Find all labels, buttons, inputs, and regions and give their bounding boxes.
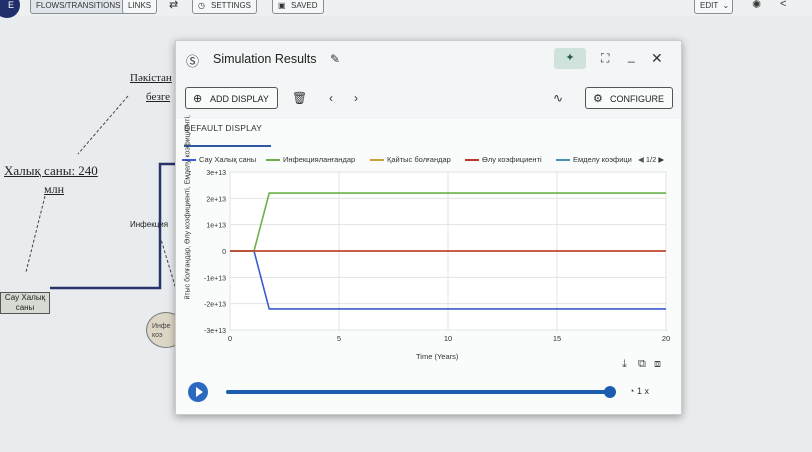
x-tick-label: 10 [444,334,452,343]
legend-page-number: 1/2 [645,155,657,164]
speedometer-icon: ◔ [629,386,635,396]
legend-label: Өлу коэфициенті [482,155,542,164]
x-tick-label: 0 [228,334,232,343]
y-tick-label: 3e+13 [206,170,226,177]
y-tick-label: -3e+13 [204,328,226,335]
crop-icon[interactable]: ⧉ [638,358,646,370]
configure-button[interactable]: ⚙ CONFIGURE [585,87,673,109]
legend-label: Инфекцияланғандар [283,155,356,164]
palette-icon[interactable]: ✺ [752,0,762,11]
legend-swatch [465,159,479,162]
play-button[interactable] [188,382,208,402]
window-toolbar: ⊕ ADD DISPLAY 🗑 ‹ › ∿ ⚙ CONFIGURE [176,79,681,119]
legend-label: Сау Халық саны [199,155,257,164]
legend-prev-icon[interactable]: ◀ [638,155,644,164]
add-display-button[interactable]: ⊕ ADD DISPLAY [185,87,278,109]
swap-icon[interactable]: ⇄ [169,0,179,11]
chevron-right-icon[interactable]: › [354,91,358,105]
time-slider-handle[interactable] [604,386,616,398]
legend-label: Қайтыс болғандар [387,155,451,164]
save-icon: ▣ [278,1,286,10]
share-icon[interactable]: < [780,0,787,10]
pin-icon: ✦ [565,52,575,64]
app-logo[interactable]: E [0,0,20,18]
healthy-population-stock[interactable]: Сау Халық саны [0,292,50,314]
crop-alt-icon[interactable]: ⧈ [654,358,661,370]
x-tick-label: 5 [337,334,341,343]
chevron-left-icon[interactable]: ‹ [329,91,333,105]
close-icon[interactable]: ✕ [651,50,663,66]
edit-label: EDIT [700,1,719,10]
edit-pencil-icon[interactable]: ✎ [330,52,341,66]
legend-item[interactable]: Сау Халық саны [182,155,256,164]
add-display-label: ADD DISPLAY [210,94,269,104]
fullscreen-icon[interactable]: ⛶ [601,51,610,65]
y-tick-label: 1e+13 [206,223,226,230]
top-toolbar: E FLOWS/TRANSITIONS LINKS ⇄ ◷ SETTINGS ▣… [0,0,812,18]
saved-button[interactable]: ▣ SAVED [272,0,324,14]
population-variable-title[interactable]: Халық саны: 240 [4,163,98,178]
chevron-down-icon: ⌄ [722,1,730,10]
settings-label: SETTINGS [211,1,252,10]
population-variable-unit[interactable]: млн [44,182,65,196]
country-node-label-2[interactable]: безге [146,91,171,103]
speed-value: 1 x [636,386,649,396]
legend-swatch [266,159,280,162]
ellipse-label-line1: Инфе [152,323,171,330]
links-button[interactable]: LINKS [122,0,158,14]
minimize-icon[interactable]: _ [628,49,635,63]
window-title: Simulation Results [213,52,317,66]
plus-icon: ⊕ [193,93,203,105]
legend-next-icon[interactable]: ▶ [658,155,665,164]
legend-pager: ◀ 1/2 ▶ [638,155,664,164]
ellipse-label-line2: коэ [152,332,163,339]
y-tick-label: -1e+13 [204,275,226,282]
download-icon[interactable]: ⤓ [622,358,627,370]
flows-transitions-button[interactable]: FLOWS/TRANSITIONS [30,0,127,14]
country-node-label[interactable]: Пәкістан [130,72,172,84]
time-slider-track[interactable] [226,390,612,394]
x-tick-label: 15 [553,334,561,343]
legend-item[interactable]: Қайтыс болғандар [370,155,451,164]
x-axis-label: Time (Years) [416,352,459,361]
simulation-icon: Ⓢ [186,54,200,69]
dashed-link [77,95,129,155]
legend-swatch [556,159,570,162]
y-tick-label: 2e+13 [206,196,226,203]
dashed-link [25,195,46,273]
infection-flow-label[interactable]: Инфекция [130,220,169,229]
scribble-icon[interactable]: ∿ [553,91,564,105]
tab-default-display[interactable]: DEFAULT DISPLAY [184,123,263,133]
flow-line [50,162,176,290]
speed-control[interactable]: ◔ 1 x [629,386,649,396]
configure-label: CONFIGURE [610,94,664,104]
gear-icon: ⚙ [593,93,603,105]
settings-icon: ◷ [198,1,205,10]
legend-item[interactable]: Инфекцияланғандар [266,155,355,164]
pin-button[interactable]: ✦ [554,48,586,69]
display-tabs: DEFAULT DISPLAY [176,119,681,147]
settings-button[interactable]: ◷ SETTINGS [192,0,258,14]
y-tick-label: -2e+13 [204,302,226,309]
trash-icon[interactable]: 🗑 [292,91,308,105]
y-tick-label: 0 [222,249,226,256]
legend-item[interactable]: Өлу коэфициенті [465,155,542,164]
simulation-results-window: Ⓢ Simulation Results ✎ ✦ ⛶ _ ✕ ⊕ ADD DIS… [175,40,682,415]
edit-dropdown[interactable]: EDIT ⌄ [694,0,734,14]
legend-item[interactable]: Емделу коэфици [556,155,632,164]
legend-label: Емделу коэфици [573,155,632,164]
window-title-bar[interactable]: Ⓢ Simulation Results ✎ ✦ ⛶ _ ✕ [176,41,681,79]
x-tick-label: 20 [662,334,670,343]
active-tab-indicator [184,145,271,147]
chart-legend: Сау Халық саны Инфекцияланғандар Қайтыс … [182,155,678,169]
saved-label: SAVED [291,1,318,10]
legend-swatch [370,159,384,162]
legend-swatch [182,159,196,162]
